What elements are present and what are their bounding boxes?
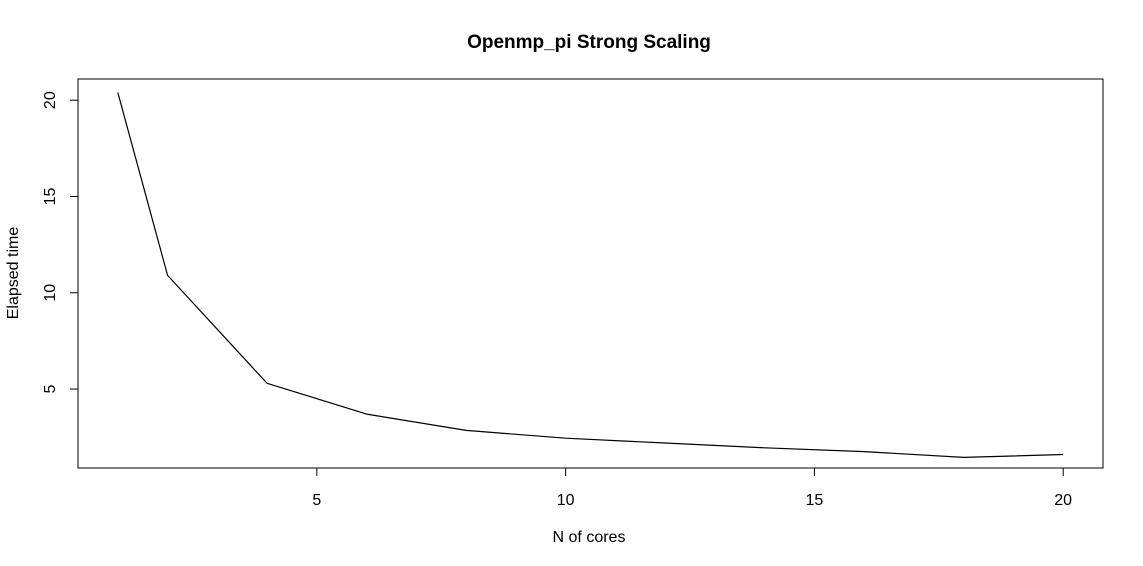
y-tick-label: 15 <box>42 187 59 205</box>
y-tick-label: 5 <box>42 384 59 393</box>
series-line <box>117 92 1064 458</box>
y-axis: 5 10 15 20 <box>42 91 78 393</box>
series-layer <box>117 92 1064 458</box>
x-tick-label: 5 <box>312 492 321 509</box>
y-axis-label: Elapsed time <box>5 227 22 320</box>
x-tick-label: 15 <box>806 492 824 509</box>
y-tick-label: 20 <box>42 91 59 109</box>
y-tick-label: 10 <box>42 284 59 302</box>
x-tick-label: 10 <box>557 492 575 509</box>
plot-frame <box>77 78 1104 469</box>
x-tick-label: 20 <box>1054 492 1072 509</box>
x-axis-label: N of cores <box>553 529 626 546</box>
chart-title: Openmp_pi Strong Scaling <box>467 32 711 53</box>
x-axis: 5 10 15 20 <box>312 468 1072 509</box>
